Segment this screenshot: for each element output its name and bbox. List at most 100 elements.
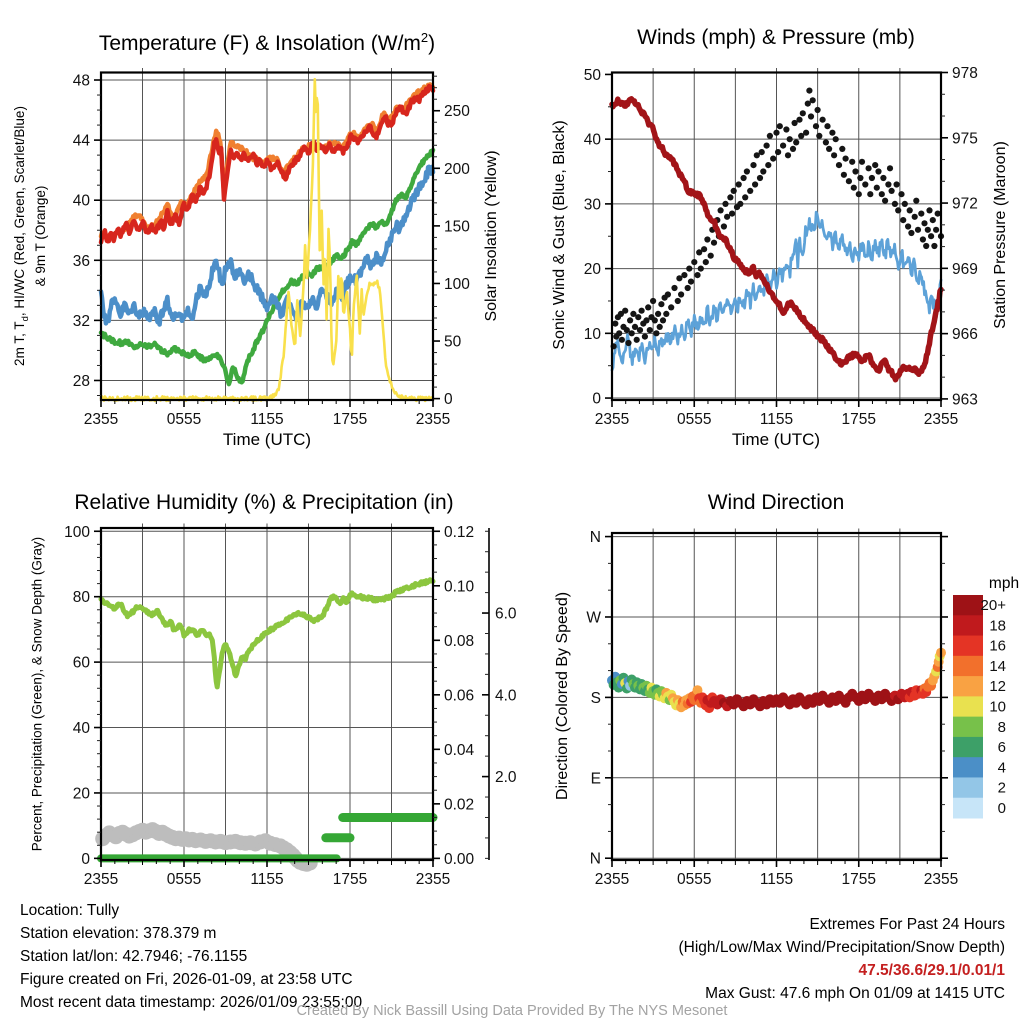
wind-gust-black bbox=[921, 220, 928, 227]
wind-gust-black bbox=[710, 239, 718, 246]
wind-gust-black bbox=[727, 194, 734, 201]
colorbar-label: 4 bbox=[998, 759, 1006, 776]
wind-gust-black bbox=[729, 210, 736, 217]
x-tick-label: 1755 bbox=[842, 871, 876, 888]
wind-gust-black bbox=[646, 327, 653, 334]
humidity-precipitation-plot: 2355 0555 1155 1755 2355 0 20 40 60 80 100 0.00 0.02… bbox=[64, 523, 517, 888]
wind-gust-black bbox=[766, 132, 774, 139]
y-axis-label-pressure-right: Station Pressure (Maroon) bbox=[992, 141, 1009, 329]
wind-gust-black bbox=[933, 226, 940, 233]
wind-gust-black bbox=[641, 333, 649, 340]
wind-gust-black bbox=[891, 200, 899, 207]
wind-gust-black bbox=[865, 165, 872, 172]
y-tick-label: 40 bbox=[584, 132, 602, 149]
wind-gust-black bbox=[888, 187, 895, 194]
wind-gust-black bbox=[816, 132, 823, 139]
wind-gust-black bbox=[919, 236, 927, 243]
wind-gust-black bbox=[862, 181, 869, 188]
credit-line: Created By Nick Bassill Using Data Provi… bbox=[296, 1003, 728, 1019]
wind-gust-black bbox=[617, 310, 625, 317]
x-tick-label: 1755 bbox=[842, 411, 876, 428]
y-tick-label: 978 bbox=[952, 65, 978, 82]
wind-gust-black bbox=[765, 162, 772, 169]
y-tick-label: 0.02 bbox=[444, 796, 474, 813]
wind-gust-black bbox=[895, 207, 902, 214]
wind-gust-black bbox=[643, 317, 650, 324]
sonic-wind-blue bbox=[610, 210, 943, 372]
y-tick-label: E bbox=[591, 770, 601, 787]
y-tick-label: 6.0 bbox=[495, 606, 517, 623]
colorbar-label: 0 bbox=[998, 800, 1006, 817]
colorbar-label: 20+ bbox=[981, 597, 1007, 614]
y-tick-label: 48 bbox=[73, 73, 90, 90]
wind-gust-black bbox=[702, 259, 709, 266]
y-tick-label: N bbox=[590, 851, 601, 868]
extremes-title: Extremes For Past 24 Hours bbox=[809, 916, 1005, 933]
wind-gust-black bbox=[914, 226, 922, 233]
y-tick-label: 10 bbox=[584, 326, 602, 343]
y-tick-label: 250 bbox=[444, 103, 470, 120]
wind-gust-black bbox=[704, 236, 711, 243]
wind-gust-black bbox=[717, 207, 724, 214]
y-tick-label: 0.12 bbox=[444, 524, 474, 541]
wind-gust-black bbox=[671, 284, 678, 292]
wind-gust-black bbox=[636, 327, 644, 334]
extremes-subtitle: (High/Low/Max Wind/Precipitation/Snow De… bbox=[678, 939, 1006, 956]
wind-gust-black bbox=[743, 168, 751, 175]
wind-gust-black bbox=[786, 136, 793, 143]
wind-gust-black bbox=[625, 339, 632, 347]
solar-insolation-yellow bbox=[99, 77, 435, 403]
y-tick-label: 2.0 bbox=[495, 769, 517, 786]
wind-gust-black bbox=[900, 217, 907, 224]
y-tick-label: S bbox=[591, 690, 601, 707]
wind-gust-black bbox=[756, 174, 764, 182]
wind-gust-black bbox=[691, 259, 698, 266]
colorbar-segment bbox=[953, 615, 983, 637]
wind-gust-black bbox=[631, 323, 639, 330]
y-axis-label-temperature-left: 2m T, Td, HI/WC (Red, Green, Scarlet/Blu… bbox=[12, 106, 48, 366]
colorbar-title: mph bbox=[988, 575, 1020, 592]
wind-gust-black bbox=[857, 174, 864, 182]
y-tick-label: 50 bbox=[584, 67, 602, 84]
wind-gust-black bbox=[798, 132, 805, 139]
wind-gust-black bbox=[803, 129, 810, 136]
wind-gust-black bbox=[659, 317, 667, 324]
wind-gust-black bbox=[804, 100, 811, 107]
y-tick-label: 4.0 bbox=[495, 687, 517, 704]
wind-gust-black bbox=[722, 200, 729, 207]
wind-gust-black bbox=[674, 297, 681, 305]
wind-gust-black bbox=[707, 252, 714, 259]
y-tick-label: 0 bbox=[81, 851, 90, 868]
colorbar-segment bbox=[953, 757, 983, 778]
colorbar-label: 6 bbox=[998, 739, 1006, 756]
wind-gust-black bbox=[839, 145, 846, 152]
y-tick-label: 32 bbox=[73, 313, 90, 330]
y-tick-label: 0.06 bbox=[444, 687, 474, 704]
x-tick-label: 1155 bbox=[250, 411, 283, 428]
wind-gust-black bbox=[872, 162, 879, 169]
wind-gust-black bbox=[783, 126, 790, 133]
x-tick-label: 1755 bbox=[333, 871, 367, 888]
wind-gust-black bbox=[908, 229, 915, 237]
wind-gust-black bbox=[697, 265, 704, 272]
wind-gust-black bbox=[645, 304, 652, 311]
wind-gust-black bbox=[770, 155, 777, 162]
extremes-info: Extremes For Past 24 Hours (High/Low/Max… bbox=[679, 913, 1006, 1005]
wind-gust-black bbox=[855, 191, 862, 198]
y-tick-label: W bbox=[586, 609, 601, 626]
x-axis-title-temperature: Time (UTC) bbox=[222, 430, 312, 449]
colorbar-label: 2 bbox=[998, 780, 1006, 797]
y-tick-label: 50 bbox=[444, 334, 462, 351]
wind-gust-black bbox=[831, 152, 838, 159]
wind-gust-black bbox=[758, 149, 765, 156]
wind-gust-black bbox=[630, 310, 637, 317]
x-tick-label: 2355 bbox=[924, 411, 958, 428]
y-tick-label: 40 bbox=[73, 193, 91, 210]
wind-gust-black bbox=[663, 310, 670, 317]
wind-gust-black bbox=[807, 113, 815, 120]
wind-gust-black bbox=[842, 155, 849, 162]
wind-gust-black bbox=[638, 307, 645, 314]
wind-gust-black bbox=[858, 158, 866, 165]
chart-title-humidity-precipitation: Relative Humidity (%) & Precipitation (i… bbox=[74, 491, 454, 514]
wind-direction-plot: 2355 0555 1155 1755 2355 N E S W N 20+ 18 16 14 12 10 8 6… bbox=[586, 528, 1007, 888]
